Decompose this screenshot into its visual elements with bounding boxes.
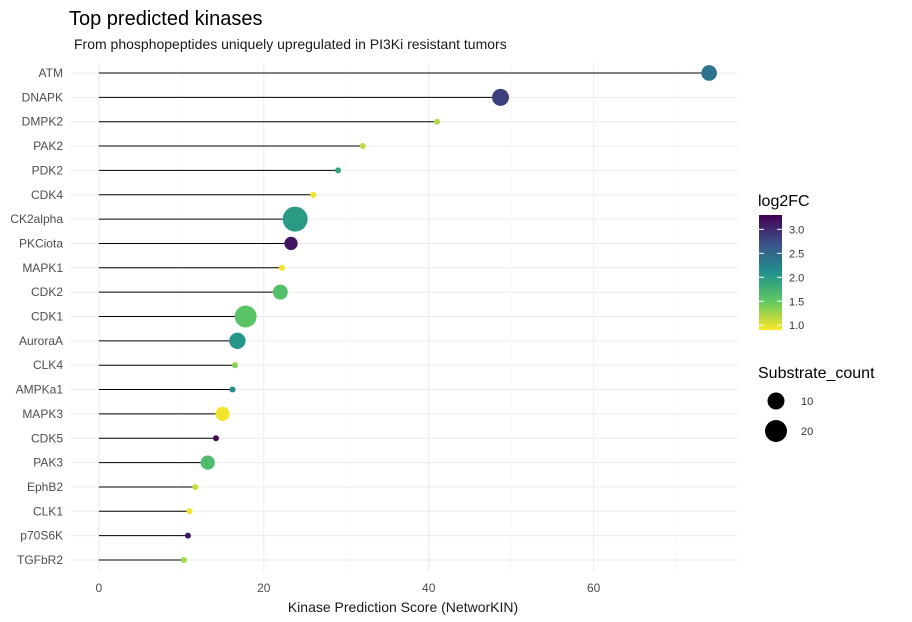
y-tick-label: AMPKa1: [16, 383, 64, 397]
y-tick-label: MAPK1: [22, 261, 63, 275]
color-legend-bar: [759, 215, 782, 330]
y-tick-label: CDK2: [31, 285, 63, 299]
kinase-point: [433, 118, 440, 125]
x-tick-label: 40: [422, 581, 436, 595]
y-tick-label: AuroraA: [19, 334, 63, 348]
y-tick-label: PKCiota: [19, 236, 63, 250]
kinase-point: [359, 143, 366, 150]
y-tick-label: MAPK3: [22, 407, 63, 421]
kinase-point: [231, 362, 238, 369]
y-tick-label: DMPK2: [22, 115, 64, 129]
color-legend-label: 2.0: [789, 272, 804, 284]
size-legend-title: Substrate_count: [758, 365, 875, 382]
color-legend-ticks: 3.0 2.5 2.0 1.5 1.0: [759, 224, 804, 332]
kinase-point: [229, 332, 246, 350]
color-legend: log2FC 3.0 2.5 2.0 1.5 1.0: [758, 193, 810, 332]
kinase-point: [180, 557, 187, 563]
chart-title: Top predicted kinases: [69, 8, 262, 30]
color-legend-label: 1.5: [789, 296, 804, 308]
color-legend-label: 2.5: [789, 248, 804, 260]
x-axis-title: Kinase Prediction Score (NetworKIN): [288, 599, 518, 615]
y-tick-label: PDK2: [32, 163, 64, 177]
x-tick-label: 20: [257, 581, 271, 595]
y-tick-label: PAK2: [33, 139, 63, 153]
size-legend-keys: 10 20: [765, 392, 813, 442]
kinase-point: [200, 455, 215, 470]
kinase-point: [184, 532, 191, 539]
y-axis-tick-labels: ATM DNAPK DMPK2 PAK2 PDK2 CDK4 CK2alpha PKCiota…: [10, 66, 63, 567]
kinase-point: [186, 508, 193, 515]
color-legend-title: log2FC: [758, 193, 810, 210]
color-legend-label: 1.0: [789, 320, 804, 332]
kinase-point: [278, 264, 285, 271]
kinase-point: [310, 191, 317, 198]
color-legend-label: 3.0: [789, 224, 804, 236]
y-tick-label: DNAPK: [22, 90, 63, 104]
kinase-point: [212, 435, 219, 442]
y-tick-label: CLK4: [33, 358, 63, 372]
y-tick-label: CDK5: [31, 431, 63, 445]
chart-subtitle: From phosphopeptides uniquely upregulate…: [74, 36, 507, 52]
y-tick-label: TGFbR2: [17, 553, 63, 567]
kinase-point: [282, 206, 308, 232]
kinase-point: [272, 284, 288, 300]
size-legend: Substrate_count 10 20: [758, 365, 875, 442]
kinase-point: [234, 305, 257, 328]
y-tick-label: EphB2: [27, 480, 63, 494]
kinase-point: [701, 65, 717, 81]
kinase-point: [492, 88, 509, 106]
y-tick-label: CK2alpha: [10, 212, 63, 226]
size-legend-key: [765, 420, 787, 442]
x-axis-tick-labels: 0 20 40 60: [96, 581, 601, 595]
size-legend-label: 10: [801, 396, 813, 408]
y-tick-label: CDK4: [31, 188, 63, 202]
x-tick-label: 0: [96, 581, 103, 595]
data-points: [180, 65, 717, 563]
lollipop-stems: [98, 72, 710, 561]
kinase-point: [229, 386, 236, 393]
size-legend-label: 20: [801, 426, 813, 438]
y-tick-label: p70S6K: [20, 529, 63, 543]
y-tick-label: CLK1: [33, 504, 63, 518]
x-tick-label: 60: [587, 581, 601, 595]
kinase-point: [284, 236, 298, 251]
y-tick-label: CDK1: [31, 310, 63, 324]
size-legend-key: [767, 392, 785, 410]
y-tick-label: ATM: [39, 66, 63, 80]
kinase-point: [215, 406, 230, 421]
kinase-point: [335, 167, 342, 174]
y-tick-label: PAK3: [33, 456, 63, 470]
kinase-point: [192, 483, 199, 490]
